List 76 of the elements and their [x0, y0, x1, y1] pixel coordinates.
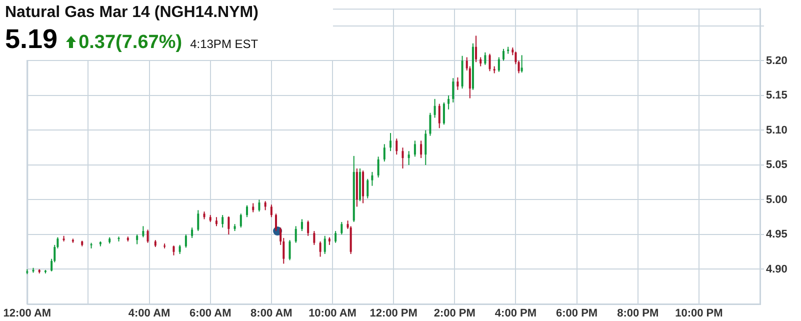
candlestick [390, 132, 392, 152]
candlestick [197, 210, 200, 232]
candlestick [424, 130, 427, 166]
candlestick [434, 98, 436, 118]
candlestick [377, 156, 380, 178]
x-tick-label: 12:00 PM [370, 308, 418, 320]
candlestick [366, 178, 369, 199]
candlestick [448, 94, 450, 110]
chart-title: Natural Gas Mar 14 (NGH14.NYM) [5, 4, 260, 22]
x-tick-label: 6:00 AM [189, 308, 232, 320]
candlestick [456, 76, 459, 90]
candlestick [514, 51, 517, 65]
x-tick-label: 6:00 PM [556, 308, 598, 320]
y-tick-label: 5.20 [766, 54, 788, 67]
candlestick [488, 53, 491, 72]
candlestick [270, 204, 272, 218]
candlestick [420, 140, 422, 159]
candlestick [334, 230, 337, 244]
candlestick [252, 202, 254, 213]
x-tick-label: 12:00 AM [3, 308, 52, 320]
candlestick [480, 56, 482, 67]
candlestick [518, 60, 520, 74]
candlestick [408, 150, 410, 166]
candlestick [215, 216, 218, 227]
candlestick [264, 200, 266, 211]
candlestick [178, 244, 181, 254]
candlestick [383, 144, 386, 162]
x-tick-label: 8:00 PM [617, 308, 659, 320]
candlestick [222, 214, 224, 228]
candlestick [475, 35, 478, 63]
candlestick [319, 240, 322, 258]
candlestick [484, 52, 486, 66]
x-tick-label: 2:00 PM [434, 308, 476, 320]
annotation: 0.37(7.67%) [78, 32, 182, 54]
candlestick [429, 112, 432, 136]
candlestick [142, 226, 144, 238]
candlestick [502, 48, 504, 62]
candlestick [228, 216, 230, 235]
candlestick [438, 103, 440, 129]
candlestick [313, 230, 316, 246]
candlestick [191, 227, 194, 238]
candlestick [307, 220, 310, 236]
annotation: 5.19 [5, 24, 58, 55]
candlestick [324, 235, 326, 254]
x-tick-label: 10:00 AM [308, 308, 356, 320]
candlestick [452, 78, 454, 103]
candlestick [246, 204, 248, 218]
x-tick-label: 4:00 PM [494, 308, 537, 320]
candlestick [146, 229, 149, 244]
x-tick-label: 4:00 AM [128, 308, 170, 320]
candlestick [442, 102, 445, 126]
candlestick [275, 213, 278, 232]
candlestick [294, 226, 297, 244]
annotation: 4:13PM EST [190, 37, 258, 51]
candlestick [136, 234, 138, 245]
y-tick-label: 5.10 [766, 124, 788, 136]
candlestick [340, 221, 343, 235]
y-tick-label: 5.00 [766, 194, 788, 206]
candlestick [371, 171, 374, 186]
candlestick [402, 147, 404, 169]
x-tick-label: 10:00 PM [675, 308, 723, 320]
candlestick [396, 138, 398, 156]
y-tick-label: 4.90 [766, 263, 788, 276]
y-tick-label: 5.15 [766, 90, 788, 102]
x-tick-label: 8:00 AM [250, 308, 292, 320]
candlestick [414, 140, 416, 158]
candlestick [258, 199, 260, 212]
candlestick [300, 218, 303, 232]
y-tick-label: 4.95 [766, 228, 788, 241]
candlestick [498, 56, 500, 72]
candlestick [288, 240, 291, 261]
candlestick [240, 213, 242, 228]
candlestick [184, 234, 187, 248]
candlestick [520, 54, 523, 74]
y-tick-label: 5.05 [766, 159, 788, 172]
candlestick [172, 245, 175, 256]
